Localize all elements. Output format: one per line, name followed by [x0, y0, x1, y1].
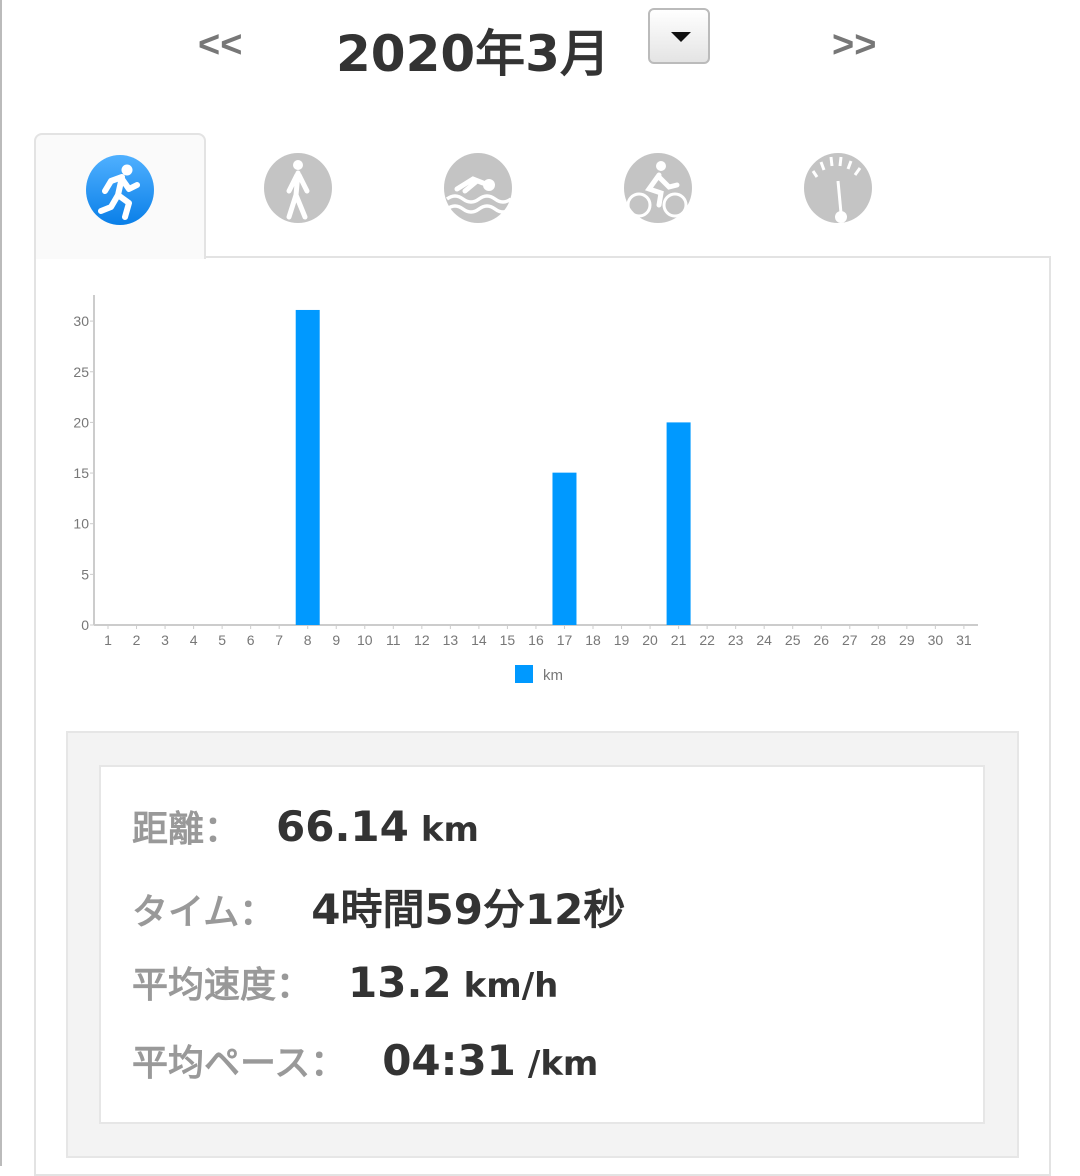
- tab-running[interactable]: [34, 133, 206, 259]
- cycling-icon: [623, 153, 693, 223]
- stat-unit: /km: [527, 1044, 599, 1084]
- y-tick-label: 10: [73, 516, 89, 532]
- stats-box: [99, 765, 985, 1124]
- stat-row: 平均ペース： 04:31/km: [132, 1034, 598, 1086]
- gauge-icon: [803, 153, 873, 223]
- swimming-icon: [443, 153, 513, 223]
- x-tick-label: 26: [813, 632, 829, 648]
- stat-label: 平均速度：: [132, 965, 313, 1006]
- x-tick-label: 21: [671, 632, 687, 648]
- tab-walking[interactable]: [214, 133, 386, 258]
- tab-cycling[interactable]: [574, 133, 746, 258]
- walking-icon: [263, 153, 333, 223]
- stat-value: 66.14: [276, 802, 409, 851]
- prev-month-button[interactable]: <<: [198, 24, 243, 66]
- next-month-button[interactable]: >>: [832, 24, 877, 66]
- x-tick-label: 14: [471, 632, 487, 648]
- x-tick-label: 17: [557, 632, 573, 648]
- x-tick-label: 24: [756, 632, 772, 648]
- x-tick-label: 3: [161, 632, 169, 648]
- x-tick-label: 30: [928, 632, 944, 648]
- x-tick-label: 27: [842, 632, 858, 648]
- stat-value: 04:31: [382, 1036, 516, 1085]
- stat-unit: km: [420, 810, 479, 850]
- y-tick-label: 15: [73, 465, 89, 481]
- x-tick-label: 28: [871, 632, 887, 648]
- x-tick-label: 6: [247, 632, 255, 648]
- tab-gauge[interactable]: [754, 133, 926, 258]
- month-dropdown-button[interactable]: [648, 8, 710, 64]
- x-tick-label: 5: [218, 632, 226, 648]
- x-tick-label: 29: [899, 632, 915, 648]
- stat-label: 平均ペース：: [132, 1043, 347, 1084]
- x-tick-label: 11: [386, 632, 401, 648]
- stat-unit: km/h: [463, 966, 559, 1006]
- x-tick-label: 20: [642, 632, 658, 648]
- x-tick-label: 8: [304, 632, 312, 648]
- legend-swatch: [515, 665, 533, 683]
- stat-row: 平均速度： 13.2 km/h: [132, 956, 558, 1008]
- x-tick-label: 1: [104, 632, 112, 648]
- stat-row: タイム： 4時間59分12秒: [132, 876, 637, 937]
- legend-label: km: [543, 667, 563, 684]
- stat-label: 距離：: [132, 809, 241, 850]
- x-tick-label: 15: [500, 632, 516, 648]
- y-tick-label: 30: [73, 313, 89, 329]
- x-tick-label: 4: [190, 632, 198, 648]
- x-tick-label: 18: [585, 632, 601, 648]
- y-tick-label: 5: [81, 566, 89, 582]
- x-tick-label: 10: [357, 632, 373, 648]
- bar-day-8: [295, 309, 320, 625]
- x-tick-label: 16: [528, 632, 544, 648]
- stat-label: タイム：: [132, 892, 276, 933]
- tab-swimming[interactable]: [394, 133, 566, 258]
- x-tick-label: 13: [443, 632, 459, 648]
- bar-day-17: [552, 472, 577, 625]
- x-tick-label: 19: [614, 632, 630, 648]
- y-tick-label: 20: [73, 414, 89, 430]
- y-tick-label: 0: [81, 617, 89, 633]
- x-tick-label: 12: [414, 632, 430, 648]
- x-tick-label: 7: [275, 632, 283, 648]
- stat-value: 13.2: [348, 958, 452, 1007]
- stat-value: 4時間59分12秒: [311, 885, 626, 934]
- y-tick-label: 25: [73, 364, 89, 380]
- x-tick-label: 23: [728, 632, 744, 648]
- bar-day-21: [666, 422, 691, 625]
- running-icon: [85, 155, 155, 225]
- month-title: 2020年3月: [336, 25, 610, 83]
- x-tick-label: 31: [956, 632, 972, 648]
- x-tick-label: 25: [785, 632, 801, 648]
- x-tick-label: 9: [332, 632, 340, 648]
- x-tick-label: 22: [699, 632, 715, 648]
- stat-row: 距離： 66.14 km: [132, 800, 479, 852]
- x-tick-label: 2: [133, 632, 141, 648]
